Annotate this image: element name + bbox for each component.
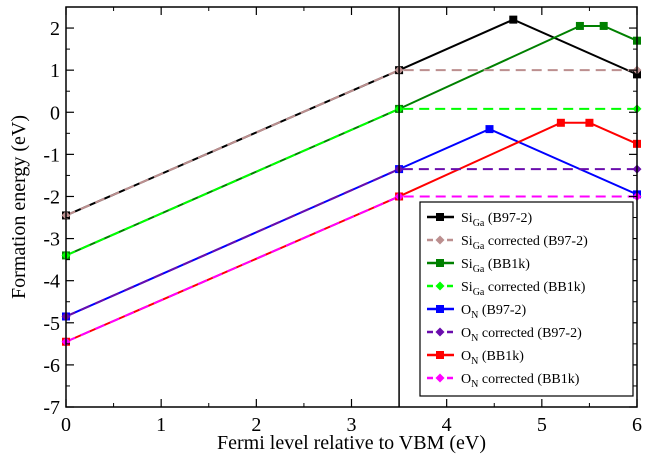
legend-swatch-marker <box>436 351 444 359</box>
y-tick-label: -5 <box>43 313 60 335</box>
legend-swatch-marker <box>435 235 445 245</box>
legend-swatch-marker <box>436 305 444 313</box>
y-tick-label: 0 <box>50 102 60 124</box>
y-tick-label: 2 <box>50 18 60 40</box>
legend-entry-label: SiGa corrected (B97-2) <box>461 234 588 252</box>
x-axis-title: Fermi level relative to VBM (eV) <box>217 432 486 454</box>
legend-swatch-marker <box>436 213 444 221</box>
legend-entry-label: ON (B97-2) <box>461 303 527 321</box>
series-line-5 <box>65 168 637 318</box>
data-point-series-6 <box>556 118 565 127</box>
legend-entry-label: ON (BB1k) <box>461 349 524 367</box>
legend-entry-label: ON corrected (BB1k) <box>461 372 580 390</box>
y-tick-label: -7 <box>43 397 60 419</box>
y-axis-title: Formation energy (eV) <box>8 115 30 299</box>
legend-entry-label: ON corrected (B97-2) <box>461 326 582 344</box>
data-point-series-2 <box>575 21 584 30</box>
legend-swatch-marker <box>435 327 445 337</box>
series-line-0 <box>65 18 638 217</box>
legend-swatch-marker <box>435 373 445 383</box>
legend-entry-label: SiGa (B97-2) <box>461 211 533 229</box>
data-point-series-4 <box>485 125 494 134</box>
data-point-series-6 <box>585 118 594 127</box>
x-tick-label: 2 <box>251 414 261 436</box>
tick-labels: 0 1 2 3 4 5 6 -7 -6 -5 -4 -3 -2 -1 0 1 2 <box>43 18 642 436</box>
y-tick-label: -1 <box>43 144 60 166</box>
series-lines <box>65 18 638 343</box>
x-tick-label: 3 <box>347 414 357 436</box>
y-tick-label: -6 <box>43 355 60 377</box>
legend-entry-label: SiGa corrected (BB1k) <box>461 280 586 298</box>
series-line-7 <box>65 195 637 343</box>
y-tick-label: -3 <box>43 229 60 251</box>
legend-swatch-marker <box>435 281 445 291</box>
series-line-3 <box>65 107 637 257</box>
x-tick-label: 6 <box>632 414 642 436</box>
x-tick-label: 1 <box>156 414 166 436</box>
x-tick-label: 5 <box>537 414 547 436</box>
legend: SiGa (B97-2) SiGa corrected (B97-2) SiGa (… <box>419 201 634 397</box>
series-line-1 <box>65 69 637 217</box>
legend-box <box>419 201 634 397</box>
y-tick-label: -2 <box>43 186 60 208</box>
data-point-series-2 <box>599 21 608 30</box>
legend-entry-label: SiGa (BB1k) <box>461 257 530 275</box>
data-point-series-0 <box>509 15 518 24</box>
legend-swatch-marker <box>436 259 444 267</box>
y-tick-label: -4 <box>43 271 60 293</box>
x-tick-label: 4 <box>442 414 452 436</box>
y-tick-label: 1 <box>50 60 60 82</box>
x-tick-label: 0 <box>61 414 71 436</box>
